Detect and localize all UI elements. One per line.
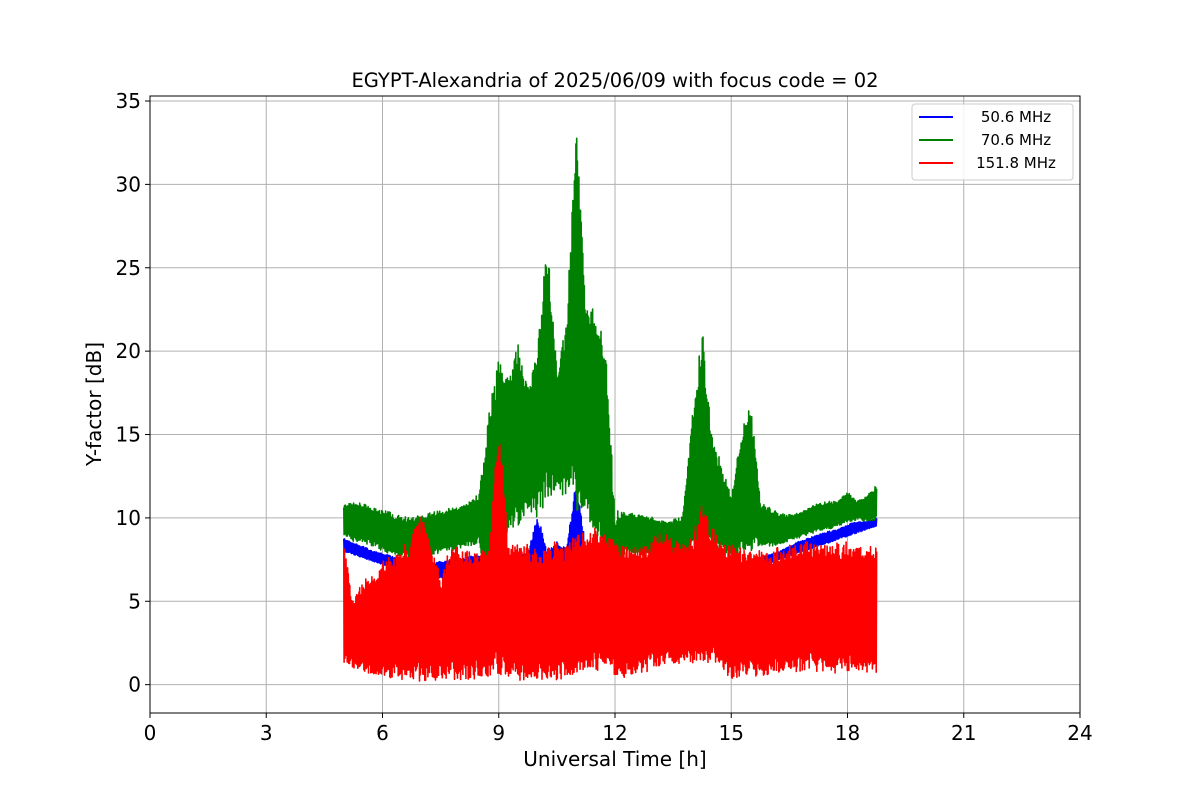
- x-tick-label: 9: [492, 721, 505, 745]
- legend-label-70-6-mhz: 70.6 MHz: [981, 131, 1051, 149]
- series-line-70-6-mhz: [343, 137, 878, 675]
- y-tick-label: 25: [116, 256, 141, 280]
- x-tick-label: 24: [1067, 721, 1092, 745]
- chart-title: EGYPT-Alexandria of 2025/06/09 with focu…: [351, 69, 878, 92]
- data-series: [343, 137, 878, 682]
- legend-label-151-8-mhz: 151.8 MHz: [976, 154, 1056, 172]
- y-axis-label: Y-factor [dB]: [82, 342, 106, 467]
- x-tick-label: 0: [144, 721, 157, 745]
- legend-label-50-6-mhz: 50.6 MHz: [981, 108, 1051, 126]
- series-line-151-8-mhz: [343, 443, 878, 682]
- y-tick-label: 30: [116, 172, 141, 196]
- axes: 0 3 6 9 12 15 18 21 24 0 5 10 15 20 25 30 35: [116, 89, 1093, 745]
- x-tick-label: 15: [719, 721, 744, 745]
- x-tick-label: 3: [260, 721, 273, 745]
- y-tick-label: 10: [116, 506, 141, 530]
- legend-box: [911, 103, 1074, 181]
- x-axis-label: Universal Time [h]: [523, 747, 706, 771]
- x-tick-label: 12: [602, 721, 627, 745]
- y-tick-label: 20: [116, 339, 141, 363]
- x-tick-label: 6: [376, 721, 389, 745]
- y-tick-label: 15: [116, 423, 141, 447]
- x-tick-label: 21: [951, 721, 976, 745]
- y-tick-label: 35: [116, 89, 141, 113]
- y-tick-label: 0: [128, 673, 141, 697]
- legend: 50.6 MHz 70.6 MHz 151.8 MHz: [911, 103, 1074, 181]
- y-tick-label: 5: [128, 589, 141, 613]
- x-tick-label: 18: [835, 721, 860, 745]
